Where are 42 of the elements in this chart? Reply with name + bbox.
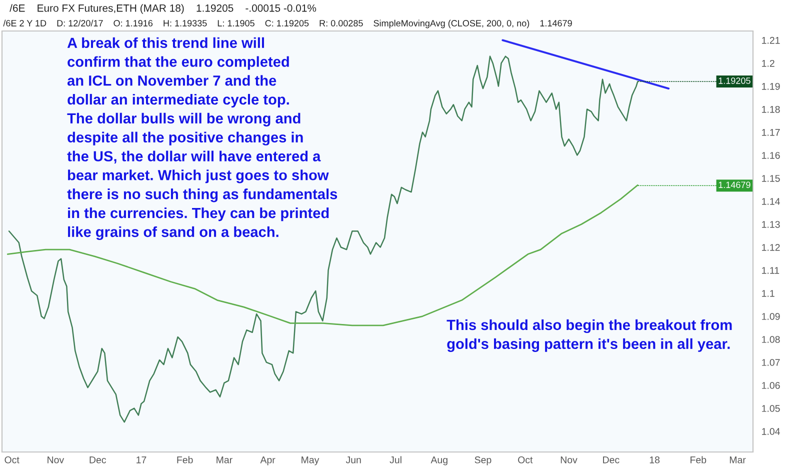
x-tick-label: 17	[136, 456, 146, 464]
x-tick-label: Nov	[560, 456, 578, 464]
x-tick-label: Oct	[518, 456, 533, 464]
x-tick-label: Jun	[346, 456, 361, 464]
annotation: This should also begin the breakout from gold's basing pattern it's been in all year.	[446, 319, 732, 352]
annotation: 1.14679	[718, 182, 750, 188]
x-tick-label: 18	[650, 456, 660, 464]
y-tick-label: 1.2	[762, 60, 774, 67]
x-tick-label: Nov	[48, 456, 64, 464]
y-tick-label: 1.12	[762, 244, 780, 251]
y-tick-label: 1.05	[762, 405, 780, 412]
y-tick-label: 1.15	[762, 175, 780, 182]
y-tick-label: 1.18	[762, 106, 780, 113]
y-tick-label: 1.16	[762, 152, 780, 159]
x-tick-label: Apr	[260, 456, 276, 466]
y-tick-label: 1.1	[762, 290, 774, 297]
y-tick-label: 1.08	[762, 336, 780, 343]
x-tick-label: May	[302, 456, 320, 466]
text: A break of this trend line will confirm that the euro completed an ICL on November 7 and the dollar an intermediate cycle top. The dollar bulls will be wrong and despite all the positive changes in the US, the dollar will have entered a bear market. Which just goes to show there is no such thing as fundamentals in the currencies. They can be printed like grains of sand on a beach.	[67, 37, 338, 240]
annotation: 1.19205	[718, 78, 750, 84]
x-tick-label: Dec	[603, 456, 620, 464]
x-tick-label: Aug	[430, 456, 448, 466]
x-tick-label: Jul	[390, 456, 402, 464]
y-tick-label: 1.07	[762, 359, 780, 366]
x-tick-label: Mar	[730, 456, 746, 464]
y-tick-label: 1.14	[762, 198, 780, 205]
y-tick-label: 1.13	[762, 220, 780, 228]
y-tick-label: 1.21	[762, 36, 780, 44]
chart-subtitle: /6E 2 Y 1D D: 12/20/17 O: 1.1916 H: 1.19335 L: 1.1905 C: 1.19205 R: 0.00285 SimpleMovingAvg (CLOSE, 200, 0, no) 1.14679	[3, 20, 572, 28]
y-tick-label: 1.11	[762, 267, 780, 274]
y-tick-label: 1.09	[762, 313, 780, 320]
y-tick-label: 1.04	[762, 428, 780, 435]
y-tick-label: 1.17	[762, 129, 780, 136]
x-tick-label: Sep	[474, 456, 492, 466]
x-tick-label: Mar	[216, 456, 232, 464]
x-tick-label: Feb	[690, 456, 706, 464]
y-tick-label: 1.06	[762, 382, 780, 389]
chart-title: /6E Euro FX Futures,ETH (MAR 18) 1.19205 -.00015 -0.01%	[10, 4, 316, 14]
y-tick-label: 1.19	[762, 82, 780, 90]
x-tick-label: Feb	[177, 456, 193, 464]
x-tick-label: Dec	[90, 456, 106, 464]
x-tick-label: Oct	[4, 456, 20, 464]
